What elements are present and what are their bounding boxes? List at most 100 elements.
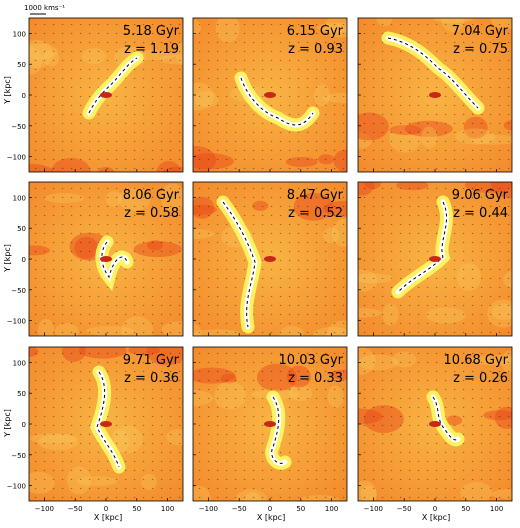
- central-galaxy: [264, 92, 276, 98]
- velocity-arrow: [381, 140, 384, 143]
- velocity-arrow: [507, 487, 510, 490]
- velocity-arrow: [178, 304, 181, 307]
- velocity-arrow: [151, 86, 154, 89]
- velocity-arrow: [417, 379, 420, 382]
- velocity-arrow: [315, 469, 318, 472]
- velocity-arrow: [52, 277, 55, 280]
- velocity-arrow: [363, 286, 366, 289]
- velocity-arrow: [70, 388, 73, 391]
- velocity-arrow: [207, 167, 210, 170]
- velocity-arrow: [216, 187, 219, 190]
- velocity-arrow: [133, 268, 136, 271]
- velocity-arrow: [435, 451, 438, 454]
- velocity-arrow: [106, 59, 109, 62]
- velocity-arrow: [462, 223, 465, 226]
- velocity-arrow: [124, 167, 127, 170]
- velocity-arrow: [133, 158, 136, 161]
- velocity-arrow: [52, 214, 55, 217]
- velocity-arrow: [498, 241, 501, 244]
- velocity-arrow: [333, 478, 336, 481]
- velocity-arrow: [142, 214, 145, 217]
- velocity-arrow: [417, 232, 420, 235]
- velocity-arrow: [324, 187, 327, 190]
- velocity-arrow: [61, 131, 64, 134]
- velocity-arrow: [169, 268, 172, 271]
- velocity-arrow: [270, 487, 273, 490]
- velocity-arrow: [417, 95, 420, 98]
- velocity-arrow: [225, 451, 228, 454]
- gas-patch: [29, 347, 39, 357]
- velocity-arrow: [417, 23, 420, 26]
- velocity-arrow: [133, 104, 136, 107]
- velocity-arrow: [225, 496, 228, 499]
- velocity-arrow: [372, 167, 375, 170]
- velocity-arrow: [270, 131, 273, 134]
- velocity-arrow: [435, 433, 438, 436]
- velocity-arrow: [261, 187, 264, 190]
- velocity-arrow: [297, 361, 300, 364]
- velocity-arrow: [79, 122, 82, 125]
- velocity-arrow: [426, 23, 429, 26]
- velocity-arrow: [106, 205, 109, 208]
- velocity-arrow: [390, 322, 393, 325]
- velocity-arrow: [324, 361, 327, 364]
- velocity-arrow: [381, 241, 384, 244]
- velocity-arrow: [453, 277, 456, 280]
- velocity-arrow: [399, 496, 402, 499]
- velocity-arrow: [333, 397, 336, 400]
- velocity-arrow: [372, 113, 375, 116]
- velocity-arrow: [34, 388, 37, 391]
- velocity-arrow: [435, 232, 438, 235]
- velocity-arrow: [52, 241, 55, 244]
- velocity-arrow: [324, 23, 327, 26]
- velocity-arrow: [324, 205, 327, 208]
- velocity-arrow: [252, 232, 255, 235]
- velocity-arrow: [444, 158, 447, 161]
- velocity-arrow: [462, 131, 465, 134]
- velocity-arrow: [435, 352, 438, 355]
- velocity-arrow: [390, 131, 393, 134]
- velocity-arrow: [462, 451, 465, 454]
- velocity-arrow: [243, 397, 246, 400]
- velocity-arrow: [43, 32, 46, 35]
- velocity-arrow: [426, 451, 429, 454]
- velocity-arrow: [462, 361, 465, 364]
- velocity-arrow: [243, 424, 246, 427]
- velocity-arrow: [142, 451, 145, 454]
- velocity-arrow: [390, 304, 393, 307]
- velocity-arrow: [124, 268, 127, 271]
- velocity-arrow: [399, 487, 402, 490]
- velocity-arrow: [270, 268, 273, 271]
- gas-patch: [78, 347, 127, 359]
- gas-patch: [404, 120, 453, 137]
- velocity-arrow: [480, 322, 483, 325]
- velocity-arrow: [207, 232, 210, 235]
- velocity-arrow: [225, 277, 228, 280]
- velocity-arrow: [462, 32, 465, 35]
- velocity-arrow: [198, 415, 201, 418]
- velocity-arrow: [198, 187, 201, 190]
- velocity-arrow: [480, 259, 483, 262]
- velocity-arrow: [306, 496, 309, 499]
- velocity-arrow: [399, 232, 402, 235]
- velocity-arrow: [225, 113, 228, 116]
- velocity-arrow: [133, 232, 136, 235]
- velocity-arrow: [381, 95, 384, 98]
- velocity-arrow: [61, 370, 64, 373]
- velocity-arrow: [489, 433, 492, 436]
- velocity-arrow: [507, 196, 510, 199]
- velocity-arrow: [453, 388, 456, 391]
- velocity-arrow: [453, 451, 456, 454]
- velocity-arrow: [88, 388, 91, 391]
- velocity-arrow: [160, 478, 163, 481]
- velocity-arrow: [160, 352, 163, 355]
- velocity-arrow: [234, 469, 237, 472]
- velocity-arrow: [151, 313, 154, 316]
- velocity-arrow: [471, 140, 474, 143]
- velocity-arrow: [381, 268, 384, 271]
- velocity-arrow: [288, 277, 291, 280]
- velocity-arrow: [115, 131, 118, 134]
- velocity-arrow: [417, 370, 420, 373]
